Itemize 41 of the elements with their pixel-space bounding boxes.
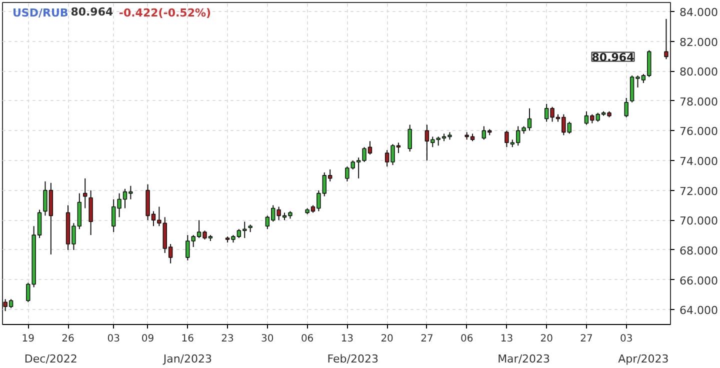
candlestick — [88, 190, 93, 236]
x2-tick-label: Apr/2023 — [618, 352, 669, 366]
x-tick-label: 13 — [340, 334, 354, 344]
x2-tick-label: Mar/2023 — [498, 352, 550, 366]
annotation: 80.964 — [70, 6, 114, 18]
candlestick — [83, 178, 88, 209]
x-tick-label: 27 — [420, 334, 434, 344]
x-tick-label: 03 — [107, 334, 120, 344]
x2-tick-label: Dec/2022 — [24, 352, 78, 366]
y-tick-label: 68.000 — [680, 244, 718, 258]
x-tick-label: 27 — [580, 334, 593, 344]
x-tick-label: 23 — [221, 334, 234, 344]
candlestick — [624, 97, 628, 118]
x-tick-label: 13 — [500, 334, 514, 344]
y-tick-label: 82.000 — [680, 36, 718, 49]
x-tick-label: 16 — [181, 334, 194, 344]
x-tick-label: 26 — [62, 334, 74, 344]
x-tick-label: 20 — [540, 334, 553, 344]
x-tick-label: 06 — [460, 334, 474, 344]
x2-tick-label: Feb/2023 — [327, 352, 378, 366]
y-tick-label: 70.000 — [680, 214, 718, 228]
y-tick-label: 76.000 — [680, 125, 718, 138]
x-tick-label: 20 — [380, 334, 394, 344]
y-tick-label: 78.000 — [680, 95, 718, 108]
y-tick-label: 84.000 — [680, 6, 718, 19]
candlestick — [408, 124, 412, 152]
annotation: -0.422(-0.52%) — [118, 6, 212, 20]
y-tick-label: 74.000 — [680, 155, 718, 168]
candlestick — [664, 18, 668, 60]
x-tick-label: 30 — [261, 334, 274, 344]
x2-tick-label: Jan/2023 — [162, 352, 212, 366]
x-tick-label: 19 — [22, 334, 35, 344]
y-tick-label: 64.000 — [680, 304, 718, 318]
y-tick-label: 72.000 — [680, 184, 718, 198]
y-tick-label: 66.000 — [680, 274, 718, 288]
annotation: 80.964 — [592, 51, 635, 64]
x-tick-label: 03 — [620, 334, 633, 344]
y-tick-label: 80.000 — [680, 66, 718, 79]
x-tick-label: 09 — [141, 334, 154, 344]
chart-title: USD/RUB — [12, 6, 68, 20]
x-tick-label: 06 — [300, 334, 314, 344]
